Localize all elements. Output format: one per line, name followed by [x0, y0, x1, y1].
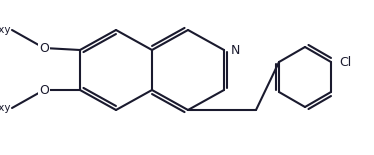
Text: O: O — [39, 84, 49, 97]
Text: O: O — [39, 42, 49, 55]
Text: Cl: Cl — [339, 55, 351, 69]
Text: N: N — [231, 44, 240, 57]
Text: methoxy: methoxy — [0, 25, 10, 35]
Text: methoxy: methoxy — [0, 103, 10, 113]
